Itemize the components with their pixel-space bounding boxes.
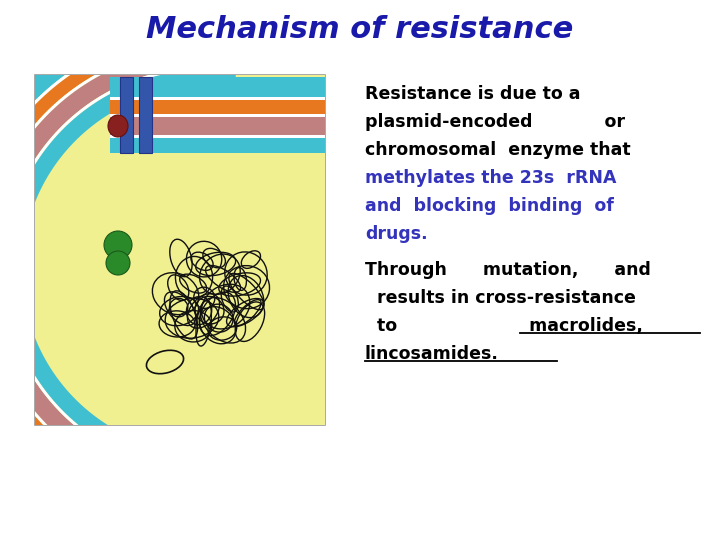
Polygon shape bbox=[2, 67, 237, 473]
Circle shape bbox=[106, 251, 130, 275]
Circle shape bbox=[104, 231, 132, 259]
Text: drugs.: drugs. bbox=[365, 225, 428, 243]
Text: Mechanism of resistance: Mechanism of resistance bbox=[146, 16, 574, 44]
Text: Resistance is due to a: Resistance is due to a bbox=[365, 85, 580, 103]
Text: chromosomal  enzyme that: chromosomal enzyme that bbox=[365, 141, 631, 159]
Ellipse shape bbox=[108, 115, 128, 137]
Text: and  blocking  binding  of: and blocking binding of bbox=[365, 197, 614, 215]
Polygon shape bbox=[0, 33, 242, 507]
Text: results in cross-resistance: results in cross-resistance bbox=[365, 289, 636, 307]
Bar bbox=[110, 117, 325, 135]
Bar bbox=[110, 114, 325, 117]
Bar bbox=[139, 77, 152, 153]
Polygon shape bbox=[0, 46, 240, 494]
Bar bbox=[120, 77, 133, 153]
Bar bbox=[110, 77, 325, 97]
Text: to                      macrolides,: to macrolides, bbox=[365, 317, 643, 335]
Bar bbox=[110, 97, 325, 100]
Ellipse shape bbox=[0, 0, 485, 540]
Polygon shape bbox=[0, 30, 243, 510]
Bar bbox=[110, 100, 325, 114]
Polygon shape bbox=[5, 70, 236, 470]
Bar bbox=[35, 75, 325, 425]
Text: methylates the 23s  rRNA: methylates the 23s rRNA bbox=[365, 169, 616, 187]
Polygon shape bbox=[0, 10, 246, 530]
Bar bbox=[110, 135, 325, 138]
Text: Through      mutation,      and: Through mutation, and bbox=[365, 261, 651, 279]
Text: lincosamides.: lincosamides. bbox=[365, 345, 499, 363]
Bar bbox=[110, 138, 325, 153]
Text: plasmid-encoded            or: plasmid-encoded or bbox=[365, 113, 625, 131]
Polygon shape bbox=[0, 49, 240, 491]
